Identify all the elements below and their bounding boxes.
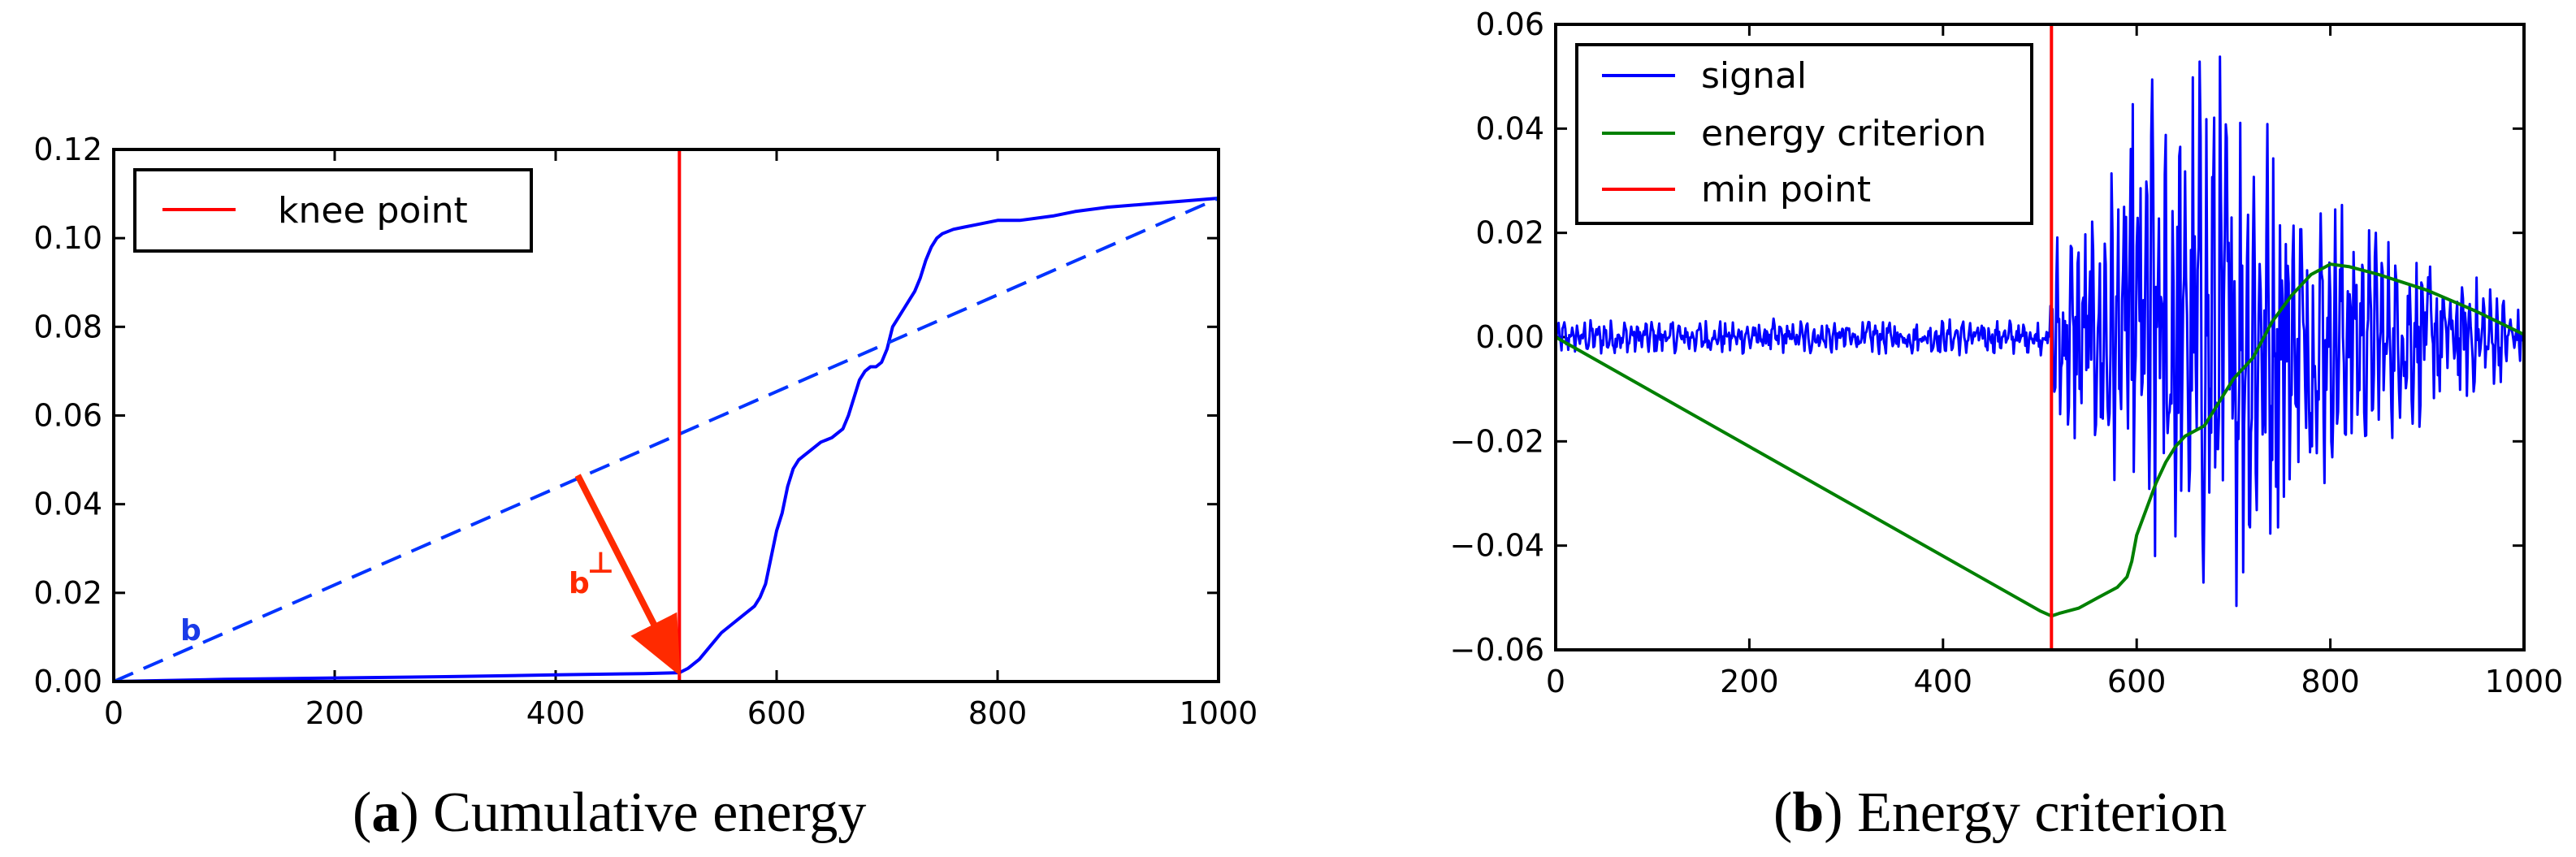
x-tick-label: 0 [104,695,123,731]
x-tick-label: 1000 [2485,664,2564,699]
x-tick-label: 200 [1720,664,1779,699]
perpendicular-symbol: ⊥ [587,547,614,580]
y-tick-label: −0.06 [1450,632,1544,668]
legend-signal-label: signal [1701,55,1807,97]
y-tick-label: 0.06 [1475,6,1544,42]
panel-b-axes-frame [1554,23,2526,651]
vector-b-label: b [180,614,201,647]
perpendicular-arrow [574,474,681,677]
y-tick-label: 0.12 [33,132,102,167]
panel-b-caption: (b) Energy criterion [1773,781,2227,844]
panel-a-series [113,149,1219,683]
x-tick-label: 200 [305,695,365,731]
y-tick-label: 0.10 [33,220,102,256]
panel-a-legend: knee point [133,168,533,253]
panel-b-label: b [1792,781,1824,844]
panel-a-ticks: 0 200 400 600 800 1000 0.00 0.02 0.04 0.06 0.08 0.1… [33,132,1258,731]
y-tick-label: 0.02 [1475,215,1544,251]
series-signal-line [1554,55,2526,608]
legend-knee-point-label: knee point [278,190,468,232]
y-tick-label: 0.08 [33,309,102,344]
panel-a-cumulative-energy: 0 200 400 600 800 1000 0.00 0.02 0.04 0.06 0.08 0.1… [33,132,1258,844]
y-tick-label: 0.02 [33,575,102,611]
x-tick-label: 600 [747,695,807,731]
y-tick-label: 0.06 [33,398,102,434]
legend-min-point-label: min point [1701,169,1871,210]
panel-a-axes-frame [112,148,1220,683]
series-energy-criterion-line [1555,262,2525,618]
y-tick-label: −0.04 [1450,528,1544,564]
x-tick-label: 1000 [1180,695,1258,731]
x-tick-label: 600 [2107,664,2167,699]
x-tick-label: 400 [526,695,586,731]
legend-energy-criterion-label: energy criterion [1701,113,1986,154]
series-b-line [113,197,1219,683]
y-tick-label: 0.00 [1475,319,1544,355]
y-tick-label: 0.00 [33,664,102,699]
y-tick-label: 0.04 [33,487,102,522]
perpendicular-b-label: b [569,567,590,600]
x-tick-label: 800 [968,695,1028,731]
panel-b-energy-criterion: 0 200 400 600 800 1000 0.06 0.04 0.02 0.00 −0.02 −0… [1450,6,2564,844]
panel-a-title: Cumulative energy [433,781,866,844]
panel-b-legend: signal energy criterion min point [1575,43,2033,225]
x-tick-label: 0 [1546,664,1565,699]
panel-a-label: a [371,781,400,844]
x-tick-label: 400 [1914,664,1973,699]
x-tick-label: 800 [2301,664,2360,699]
panel-b-title: Energy criterion [1857,781,2227,844]
series-cumulative-energy-line [113,197,1219,683]
panel-b-series [1554,24,2526,650]
y-tick-label: 0.04 [1475,110,1544,146]
panel-b-ticks: 0 200 400 600 800 1000 0.06 0.04 0.02 0.00 −0.02 −0… [1450,6,2564,699]
y-tick-label: −0.02 [1450,423,1544,459]
panel-a-caption: (a) Cumulative energy [353,781,866,844]
